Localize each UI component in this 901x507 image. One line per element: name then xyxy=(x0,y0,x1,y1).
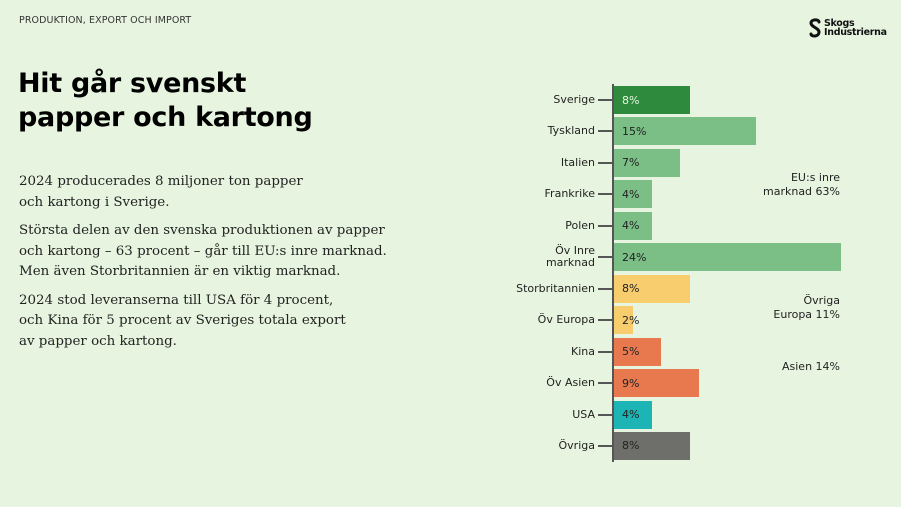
bar-row: Italien 7% xyxy=(0,148,901,177)
bar-value-label: 24% xyxy=(622,250,647,264)
bar: 8% xyxy=(614,431,690,460)
chart-y-axis xyxy=(612,84,614,462)
axis-tick xyxy=(598,382,612,385)
bar-row: Frankrike 4% xyxy=(0,180,901,209)
text-line: Men även Storbritannien är en viktig mar… xyxy=(19,264,341,279)
body-text: 2024 producerades 8 miljoner ton papper … xyxy=(19,172,399,360)
bar-row: Öv Inre marknad 24% xyxy=(0,243,901,272)
bar-value-label: 4% xyxy=(622,187,640,201)
category-label: Öv Europa xyxy=(537,313,595,327)
text-line: av papper och kartong. xyxy=(19,333,177,349)
bar: 9% xyxy=(614,369,699,398)
bar: 5% xyxy=(614,337,661,366)
title-line-2: papper och kartong xyxy=(18,102,313,133)
group-label-line: Europa 11% xyxy=(773,308,840,321)
text-line: Största delen av den svenska produktione… xyxy=(19,223,385,238)
axis-tick xyxy=(598,287,612,290)
bar-value-label: 4% xyxy=(622,408,640,421)
bar: 8% xyxy=(614,274,690,303)
axis-tick xyxy=(598,161,612,164)
bar: 4% xyxy=(614,180,652,209)
group-label-eu: EU:s inre marknad 63% xyxy=(740,171,840,199)
text-line: och kartong i Sverige. xyxy=(19,194,170,210)
bar: 2% xyxy=(614,306,639,335)
bar-value-label: 5% xyxy=(622,345,640,359)
page-title: Hit går svenskt papper och kartong xyxy=(18,67,313,135)
category-label: Kina xyxy=(571,344,595,358)
bar-row: Sverige 8% xyxy=(0,86,901,114)
bar-row: Polen 4% xyxy=(0,211,901,240)
axis-tick xyxy=(598,193,612,196)
group-label-line: Asien 14% xyxy=(782,360,840,373)
bar-row: Kina 5% xyxy=(0,337,901,366)
bar-value-label: 9% xyxy=(622,376,640,390)
group-label-europe: Övriga Europa 11% xyxy=(740,294,840,322)
category-label: Storbritannien xyxy=(516,281,595,295)
paragraph-production: 2024 producerades 8 miljoner ton papper … xyxy=(19,172,399,213)
text-line: 2024 producerades 8 miljoner ton papper xyxy=(19,174,303,189)
bar: 24% xyxy=(614,243,841,272)
category-label: Öv Inre marknad xyxy=(545,244,595,270)
bar-row: Tyskland 15% xyxy=(0,117,901,146)
axis-tick xyxy=(598,413,612,416)
group-label-asia: Asien 14% xyxy=(740,360,840,374)
bar-value-label: 2% xyxy=(622,313,640,327)
bar-row: Öv Europa 2% xyxy=(0,306,901,335)
category-label: Öv Asien xyxy=(546,376,595,390)
category-label: Sverige xyxy=(553,93,595,106)
category-label: Polen xyxy=(565,218,595,232)
paragraph-usa-china: 2024 stod leveranserna till USA för 4 pr… xyxy=(19,291,399,353)
logo-text-line2: Industrierna xyxy=(824,27,887,38)
category-label: Italien xyxy=(560,155,595,169)
bar: 7% xyxy=(614,148,680,177)
bar-value-label: 8% xyxy=(622,439,640,453)
skogsindustrierna-logo: Skogs Industrierna xyxy=(808,18,887,38)
axis-tick xyxy=(598,319,612,322)
bar: 8% xyxy=(614,86,690,114)
title-line-1: Hit går svenskt xyxy=(18,68,247,99)
text-line: och kartong – 63 procent – går till EU:s… xyxy=(19,243,387,259)
axis-tick xyxy=(598,444,612,447)
text-line: 2024 stod leveranserna till USA för 4 pr… xyxy=(19,292,334,308)
axis-tick xyxy=(598,130,612,133)
group-label-line: EU:s inre xyxy=(790,171,840,184)
bar-value-label: 4% xyxy=(622,219,640,233)
axis-tick xyxy=(598,224,612,227)
category-label: Tyskland xyxy=(547,124,595,138)
category-label: Frankrike xyxy=(544,187,595,201)
bar-value-label: 8% xyxy=(622,93,640,107)
eyebrow-heading: PRODUKTION, EXPORT OCH IMPORT xyxy=(19,15,192,26)
axis-tick xyxy=(598,99,612,101)
bar-value-label: 15% xyxy=(622,124,647,138)
category-label: Övriga xyxy=(558,438,595,452)
logo-s-icon xyxy=(808,18,822,38)
logo-text-line1: Skogs xyxy=(824,18,855,29)
text-line: och Kina för 5 procent av Sveriges total… xyxy=(19,313,346,328)
group-label-line: Övriga xyxy=(803,294,840,307)
bar-row: USA 4% xyxy=(0,400,901,429)
bar-value-label: 7% xyxy=(622,156,640,170)
bar-value-label: 8% xyxy=(622,282,640,296)
bar-row: Övriga 8% xyxy=(0,431,901,460)
bar: 15% xyxy=(614,117,756,146)
axis-tick xyxy=(598,350,612,353)
group-label-line: marknad 63% xyxy=(763,185,840,198)
bar: 4% xyxy=(614,400,652,429)
bar-row: Storbritannien 8% xyxy=(0,274,901,303)
axis-tick xyxy=(598,256,612,259)
bar-row: Öv Asien 9% xyxy=(0,369,901,398)
bar: 4% xyxy=(614,211,652,240)
category-label: USA xyxy=(572,407,595,421)
paragraph-eu-market: Största delen av den svenska produktione… xyxy=(19,221,399,283)
